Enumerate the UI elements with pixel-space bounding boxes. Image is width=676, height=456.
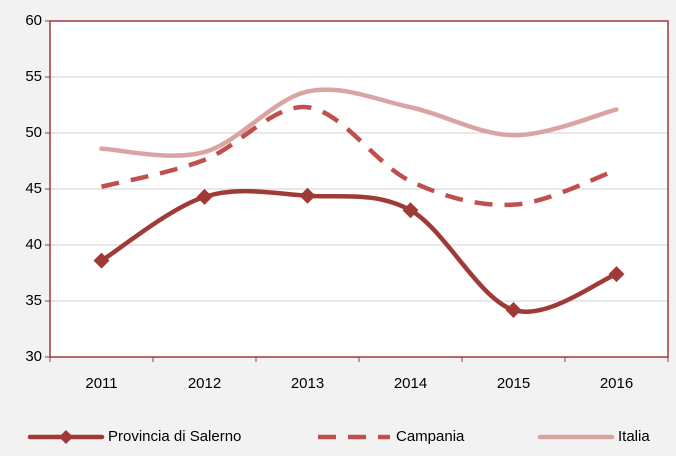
- legend-marker: [59, 430, 73, 444]
- y-tick-label: 35: [25, 292, 42, 309]
- marker: [402, 202, 419, 219]
- marker: [505, 301, 522, 318]
- legend-label: Provincia di Salerno: [108, 428, 241, 445]
- x-tick-label: 2016: [600, 375, 633, 392]
- y-tick-label: 45: [25, 180, 42, 197]
- y-tick-label: 60: [25, 12, 42, 29]
- series-line: [100, 104, 618, 208]
- x-tick-label: 2012: [188, 375, 221, 392]
- marker: [196, 188, 213, 205]
- marker: [608, 266, 625, 283]
- legend-label: Italia: [618, 428, 650, 445]
- y-tick-label: 55: [25, 68, 42, 85]
- marker: [299, 187, 316, 204]
- marker: [93, 252, 110, 269]
- y-tick-label: 50: [25, 124, 42, 141]
- x-tick-label: 2014: [394, 375, 427, 392]
- y-tick-label: 40: [25, 236, 42, 253]
- series-line: [99, 87, 619, 158]
- x-tick-label: 2015: [497, 375, 530, 392]
- x-tick-label: 2013: [291, 375, 324, 392]
- x-tick-label: 2011: [85, 375, 117, 392]
- legend-label: Campania: [396, 428, 465, 445]
- y-tick-label: 30: [25, 348, 42, 365]
